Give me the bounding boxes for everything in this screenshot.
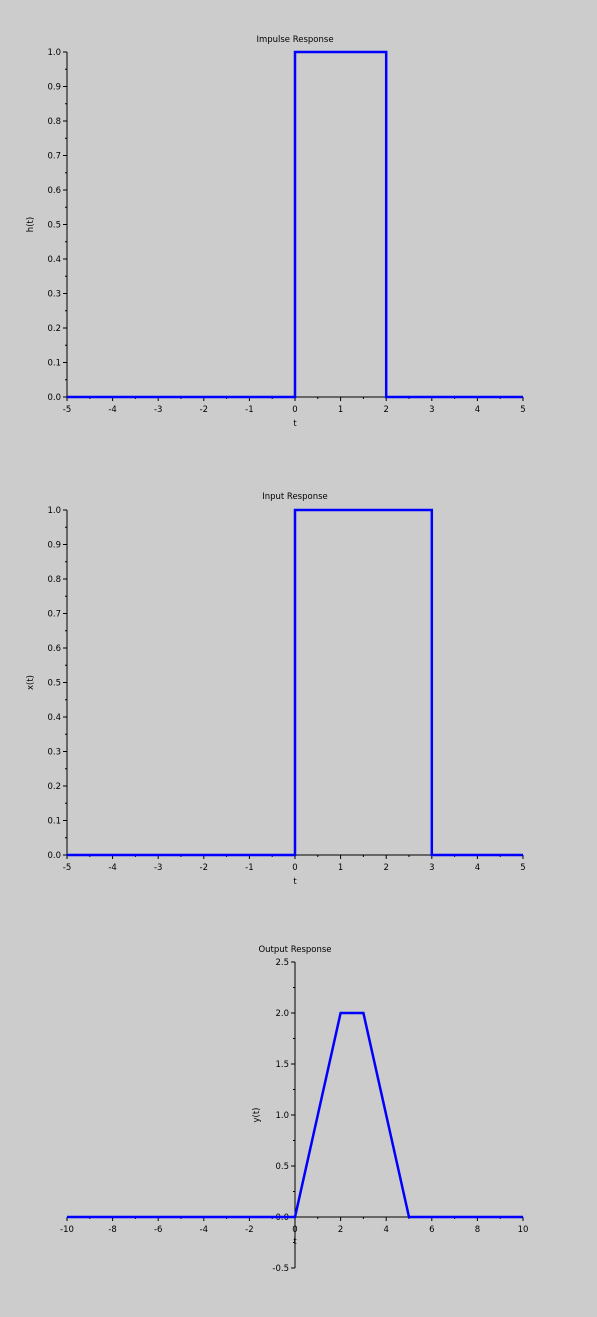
- x-tick-label: -5: [63, 405, 71, 415]
- y-tick-label: 0.9: [47, 541, 61, 551]
- y-tick-label: 1.5: [275, 1060, 289, 1070]
- x-tick-label: -3: [154, 863, 162, 873]
- x-tick-label: 1: [338, 863, 343, 873]
- y-tick-label: 2.0: [275, 1009, 289, 1019]
- chart-title: Output Response: [258, 945, 331, 955]
- x-tick-label: -8: [108, 1225, 116, 1235]
- x-axis-label: t: [293, 1237, 297, 1247]
- x-tick-label: 3: [429, 405, 434, 415]
- chart-2: Input Response -5 -4 -3 -2 -1 0 1 2 3 4 5 0.0 0.1 0.2 0…: [26, 492, 526, 887]
- chart-3: Output Response-10 -8 -6 -4 -2 0 2 4 6 8 10-0.50.0…: [60, 945, 528, 1274]
- x-tick-label: 2: [383, 405, 388, 415]
- y-tick-label: 0.8: [47, 117, 61, 127]
- y-tick-label: 0.5: [275, 1162, 289, 1172]
- x-tick-label: -4: [108, 405, 116, 415]
- y-tick-label: 0.7: [47, 152, 61, 162]
- chart-title: Input Response: [262, 492, 328, 502]
- y-axis-label: h(t): [26, 217, 36, 232]
- x-tick-label: 0: [292, 405, 297, 415]
- x-tick-label: -1: [245, 863, 253, 873]
- x-tick-label: -2: [245, 1225, 253, 1235]
- y-tick-label: 0.7: [47, 610, 61, 620]
- chart-1: Impulse Response -5 -4 -3 -2 -1 0 1 2 3 4 5 0.0 0.1 0.…: [26, 35, 526, 429]
- x-tick-label: -4: [200, 1225, 208, 1235]
- y-tick-label: 0.3: [47, 748, 61, 758]
- x-tick-label: -5: [63, 863, 71, 873]
- y-tick-label: 0.4: [47, 713, 61, 723]
- x-tick-label: 8: [475, 1225, 480, 1235]
- y-tick-label: -0.5: [272, 1264, 289, 1274]
- y-tick-label: 0.1: [47, 359, 61, 369]
- x-tick-label: 5: [520, 863, 525, 873]
- x-tick-label: 1: [338, 405, 343, 415]
- y-tick-label: 0.5: [47, 679, 61, 689]
- x-tick-label: -2: [200, 405, 208, 415]
- y-axis-label: y(t): [252, 1108, 262, 1123]
- y-tick-label: 0.8: [47, 575, 61, 585]
- y-tick-label: 1.0: [47, 506, 61, 516]
- y-tick-label: 0.9: [47, 83, 61, 93]
- y-tick-label: 2.5: [275, 958, 289, 968]
- x-tick-label: 3: [429, 863, 434, 873]
- x-tick-label: -4: [108, 863, 116, 873]
- y-tick-label: 1.0: [275, 1111, 289, 1121]
- y-tick-label: 0.0: [47, 851, 61, 861]
- series-line: [67, 508, 523, 857]
- y-tick-label: 0.2: [47, 324, 61, 334]
- x-tick-label: -1: [245, 405, 253, 415]
- y-tick-label: 0.5: [47, 221, 61, 231]
- x-axis-label: t: [293, 419, 297, 429]
- x-axis-label: t: [293, 877, 297, 887]
- x-tick-label: 4: [475, 863, 480, 873]
- x-tick-label: 6: [429, 1225, 434, 1235]
- x-tick-label: 4: [475, 405, 480, 415]
- x-tick-label: 2: [338, 1225, 343, 1235]
- x-tick-label: 10: [518, 1225, 529, 1235]
- y-tick-label: 0.2: [47, 782, 61, 792]
- x-tick-label: -3: [154, 405, 162, 415]
- x-tick-label: 5: [520, 405, 525, 415]
- y-tick-label: 1.0: [47, 48, 61, 58]
- x-tick-label: 4: [383, 1225, 388, 1235]
- x-tick-label: 0: [292, 863, 297, 873]
- series-line: [67, 50, 523, 399]
- y-tick-label: 0.1: [47, 817, 61, 827]
- x-tick-label: 0: [292, 1225, 297, 1235]
- series-line: [67, 1011, 523, 1219]
- x-tick-label: -6: [154, 1225, 162, 1235]
- x-tick-label: -10: [60, 1225, 74, 1235]
- y-tick-label: 0.6: [47, 644, 61, 654]
- y-tick-label: 0.4: [47, 255, 61, 265]
- y-axis-label: x(t): [26, 675, 36, 690]
- y-tick-label: 0.3: [47, 290, 61, 300]
- chart-title: Impulse Response: [256, 35, 333, 45]
- y-tick-label: 0.0: [47, 393, 61, 403]
- y-tick-label: 0.6: [47, 186, 61, 196]
- x-tick-label: -2: [200, 863, 208, 873]
- x-tick-label: 2: [383, 863, 388, 873]
